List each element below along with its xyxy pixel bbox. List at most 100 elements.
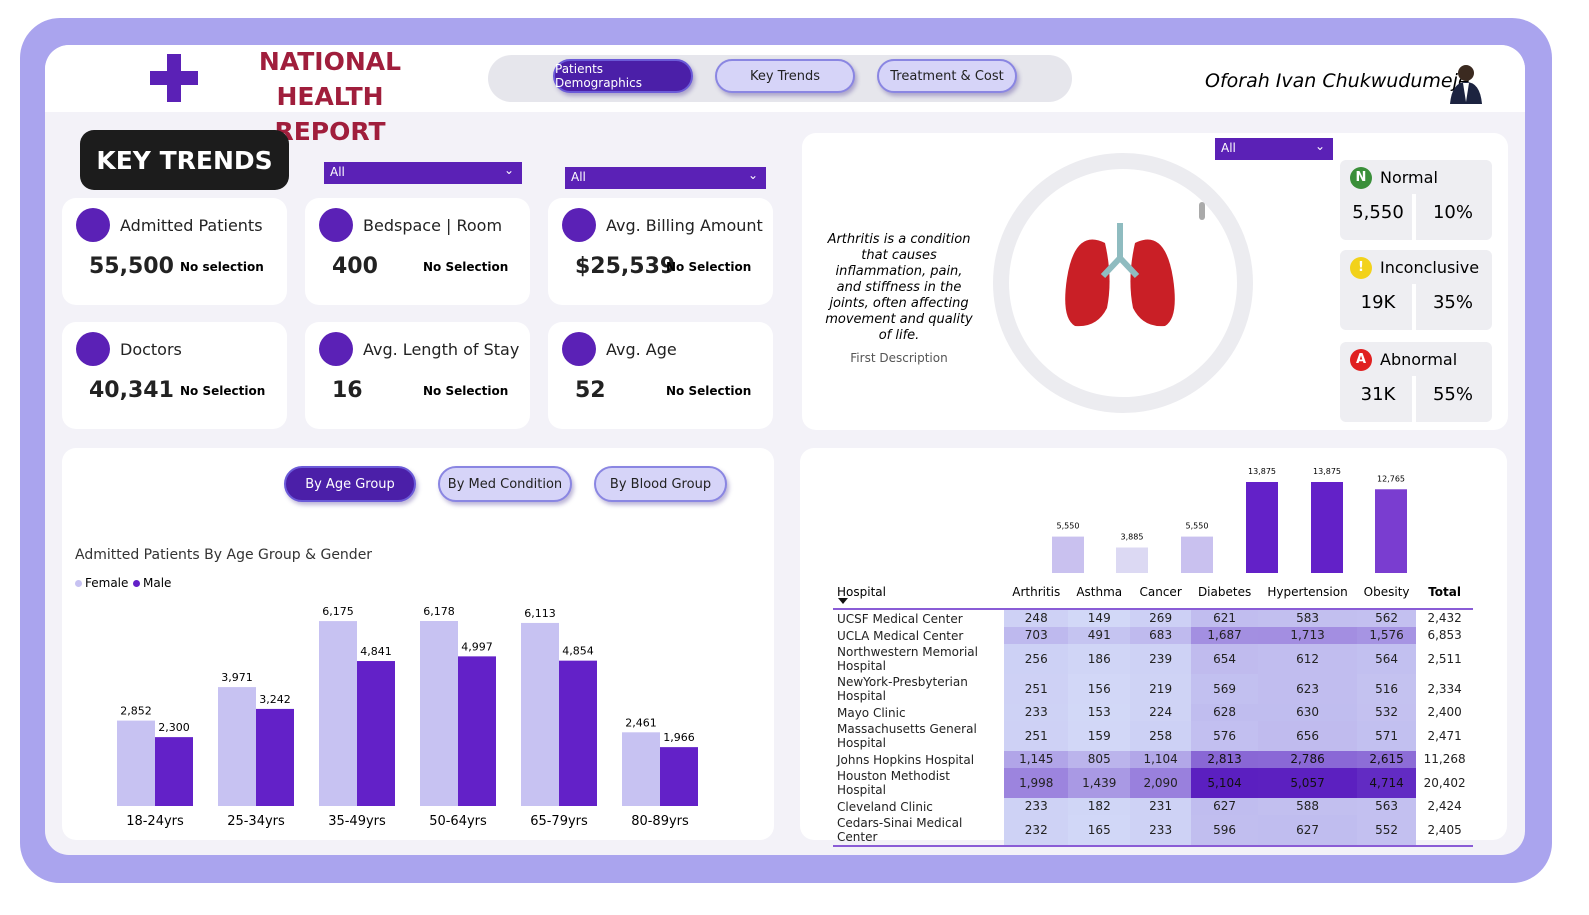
result-percent: 10% — [1432, 202, 1473, 223]
result-value: 31K — [1360, 384, 1396, 405]
table-cell: Mayo Clinic — [837, 705, 906, 720]
table-row: NewYork-Presbyterian Hospital 251 156 219 56… — [833, 674, 1473, 704]
column-header[interactable]: Diabetes — [1197, 585, 1252, 599]
table-cell: 182 — [1068, 798, 1131, 815]
kpi-note: No Selection — [180, 384, 266, 398]
data-label: 4,854 — [562, 645, 594, 658]
chart-button[interactable]: By Age Group — [284, 466, 416, 502]
table-cell: 552 — [1356, 815, 1417, 846]
kpi-note: No Selection — [666, 384, 752, 398]
x-tick-label: 50-64yrs — [429, 814, 487, 829]
table-cell: 232 — [1004, 815, 1069, 846]
table-cell: 224 — [1130, 704, 1192, 721]
legend-label: Male — [143, 576, 172, 590]
slicer[interactable]: All ⌄ — [565, 167, 766, 189]
bar — [1116, 547, 1148, 573]
table-cell: 1,439 — [1068, 768, 1131, 798]
table-cell: UCLA Medical Center — [837, 628, 964, 643]
table-cell: 251 — [1004, 674, 1069, 704]
dropdown-arrow: ⌄ — [503, 163, 514, 177]
table-cell: 2,615 — [1356, 751, 1417, 768]
table-cell: 612 — [1258, 644, 1357, 674]
table-cell: 805 — [1068, 751, 1131, 768]
kpi-note: No Selection — [423, 384, 509, 398]
nav-button[interactable]: Treatment & Cost — [877, 59, 1017, 93]
kpi-value: 52 — [575, 378, 606, 403]
bar — [218, 687, 256, 806]
table-cell: 11,268 — [1423, 752, 1466, 766]
table-cell: 256 — [1004, 644, 1069, 674]
logo — [150, 54, 198, 102]
table-cell: 2,090 — [1130, 768, 1192, 798]
table-cell: 2,471 — [1427, 728, 1462, 743]
bar — [1052, 536, 1084, 573]
title-line: REPORT — [274, 117, 386, 146]
column-header[interactable]: Hospital — [837, 585, 886, 599]
nav-button[interactable]: Patients Demographics — [553, 59, 693, 93]
bar — [559, 660, 597, 806]
data-label: 1,966 — [663, 731, 695, 744]
table-cell: 571 — [1356, 721, 1417, 751]
table-cell: 1,145 — [1004, 751, 1069, 768]
column-header[interactable]: Total — [1428, 585, 1462, 599]
data-label: 4,841 — [360, 645, 392, 658]
data-label: 2,461 — [625, 716, 657, 729]
kpi-value: 400 — [332, 254, 378, 279]
table-cell: 628 — [1191, 704, 1259, 721]
bar — [1181, 536, 1213, 573]
table-cell: 1,998 — [1004, 768, 1069, 798]
title-line: NATIONAL HEALTH — [258, 47, 402, 111]
data-label: 3,885 — [1121, 533, 1144, 542]
chart-button[interactable]: By Blood Group — [594, 466, 727, 502]
table-cell: 1,687 — [1191, 627, 1259, 644]
table-cell: 219 — [1130, 674, 1192, 704]
column-header[interactable]: Asthma — [1076, 585, 1123, 599]
report-title: NATIONAL HEALTH REPORT — [205, 44, 455, 149]
data-label: 13,875 — [1248, 467, 1276, 476]
slicer[interactable]: All ⌄ — [324, 162, 522, 184]
kpi-label: Avg. Length of Stay — [363, 340, 520, 359]
table-cell: 563 — [1356, 798, 1417, 815]
table-cell: Cedars-Sinai Medical Center — [837, 816, 963, 844]
table-cell: 1,576 — [1356, 627, 1417, 644]
avatar — [1450, 65, 1482, 104]
result-label: Inconclusive — [1380, 258, 1480, 277]
column-header[interactable]: Cancer — [1139, 585, 1182, 599]
kpi-icon — [319, 208, 353, 242]
nav-button[interactable]: Key Trends — [715, 59, 855, 93]
result-icon: N — [1350, 167, 1372, 189]
data-label: 5,550 — [1057, 522, 1080, 531]
table-cell: 630 — [1258, 704, 1357, 721]
data-label: 4,997 — [461, 640, 493, 653]
kpi-label: Bedspace | Room — [363, 216, 503, 235]
table-cell: 576 — [1191, 721, 1259, 751]
table-cell: Northwestern Memorial Hospital — [837, 645, 978, 673]
kpi-label: Avg. Billing Amount — [606, 216, 763, 235]
column-header[interactable]: Hypertension — [1267, 585, 1348, 599]
table-cell: 5,104 — [1191, 768, 1259, 798]
column-header[interactable]: Obesity — [1363, 585, 1410, 599]
legend-label: Female — [85, 576, 129, 590]
table-cell: 4,714 — [1356, 768, 1417, 798]
dropdown-arrow: ⌄ — [1314, 139, 1325, 153]
sort-arrow — [838, 598, 848, 604]
data-label: 6,113 — [524, 607, 556, 620]
bar — [660, 747, 698, 806]
legend-item: Male — [133, 576, 171, 590]
description-caption: First Description — [850, 351, 948, 365]
table-cell: 251 — [1004, 721, 1069, 751]
data-label: 5,550 — [1186, 522, 1209, 531]
chart-button[interactable]: By Med Condition — [438, 466, 572, 502]
table-row: UCSF Medical Center 248 149 269 621 583 562 2,4… — [833, 609, 1473, 627]
bar — [521, 622, 559, 806]
column-header[interactable]: Arthritis — [1012, 585, 1061, 599]
author: Oforah Ivan Chukwudumeje — [1205, 70, 1470, 92]
table-cell: 564 — [1356, 644, 1417, 674]
bar — [1375, 489, 1407, 573]
bar — [1246, 482, 1278, 573]
table-cell: 569 — [1191, 674, 1259, 704]
table-cell: NewYork-Presbyterian Hospital — [837, 675, 968, 703]
slicer[interactable]: All ⌄ — [1215, 138, 1333, 160]
table-cell: 186 — [1068, 644, 1131, 674]
